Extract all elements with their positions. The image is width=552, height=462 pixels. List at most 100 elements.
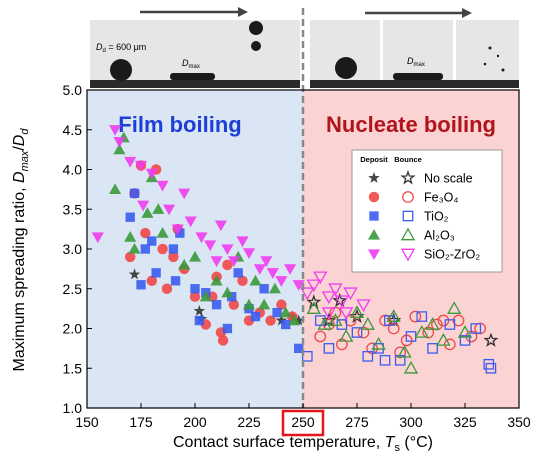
legend-marker bbox=[369, 211, 379, 221]
data-point bbox=[178, 188, 191, 200]
x-axis-label: Contact surface temperature, Ts (°C) bbox=[173, 434, 433, 454]
x-tick-label: 225 bbox=[237, 414, 261, 430]
data-point bbox=[272, 307, 282, 318]
data-point bbox=[360, 317, 375, 330]
data-point bbox=[403, 360, 419, 374]
data-point bbox=[344, 314, 357, 327]
y-tick-label: 5.0 bbox=[63, 82, 83, 98]
photo-label: Dmax bbox=[182, 58, 200, 70]
data-point bbox=[233, 268, 243, 278]
region-label: Nucleate boiling bbox=[326, 112, 496, 137]
x-tick-label: 275 bbox=[345, 414, 369, 430]
data-point bbox=[221, 244, 234, 256]
data-point bbox=[188, 250, 202, 262]
photo-strip: Dd = 600 μm Dmax Dmax bbox=[90, 7, 519, 88]
data-point bbox=[300, 287, 315, 301]
data-point bbox=[157, 243, 168, 255]
data-point bbox=[265, 315, 276, 326]
data-point bbox=[416, 311, 428, 322]
y-tick-label: 1.0 bbox=[63, 400, 83, 416]
data-point bbox=[145, 168, 158, 180]
data-point bbox=[427, 343, 438, 354]
data-point bbox=[351, 327, 363, 338]
droplet bbox=[170, 73, 215, 80]
data-point bbox=[128, 242, 141, 254]
arrow-head bbox=[238, 7, 248, 17]
y-tick-label: 3.5 bbox=[63, 201, 83, 217]
data-point bbox=[211, 299, 222, 310]
data-point bbox=[266, 268, 279, 279]
data-point bbox=[189, 291, 201, 302]
x-label-var: T bbox=[385, 434, 396, 451]
droplet bbox=[251, 41, 261, 51]
x-tick-label: 250 bbox=[291, 414, 315, 430]
data-point bbox=[306, 301, 321, 314]
legend-marker bbox=[368, 191, 380, 203]
data-point bbox=[113, 143, 126, 155]
data-point bbox=[152, 203, 165, 214]
legend-label: Fe₃O₄ bbox=[424, 191, 459, 205]
droplet bbox=[335, 57, 357, 79]
photo bbox=[456, 20, 519, 88]
droplet bbox=[393, 73, 443, 80]
data-point bbox=[339, 307, 354, 320]
data-point bbox=[275, 276, 288, 287]
data-point bbox=[314, 330, 327, 343]
x-label-text: Contact surface temperature, bbox=[173, 434, 385, 451]
particle bbox=[501, 68, 505, 72]
data-point bbox=[292, 314, 305, 326]
data-point bbox=[306, 279, 321, 293]
data-point bbox=[175, 228, 185, 238]
droplet bbox=[110, 59, 132, 81]
photo-label-var: D bbox=[182, 58, 189, 68]
data-point bbox=[129, 188, 140, 199]
data-point bbox=[336, 319, 348, 330]
data-point bbox=[397, 344, 412, 358]
data-point bbox=[124, 251, 136, 263]
data-point bbox=[134, 160, 148, 172]
y-label-slash: / bbox=[11, 146, 28, 151]
region-label: Film boiling bbox=[118, 112, 241, 137]
data-point bbox=[356, 299, 371, 313]
legend-header: Deposit bbox=[360, 155, 388, 164]
data-point bbox=[313, 271, 328, 285]
data-point bbox=[210, 256, 223, 267]
legend-label: No scale bbox=[424, 172, 473, 186]
y-tick-label: 1.5 bbox=[63, 360, 83, 376]
x-tick-label: 300 bbox=[399, 414, 423, 430]
photo-label-suffix: = 600 μm bbox=[106, 42, 146, 52]
legend-marker bbox=[368, 171, 380, 183]
data-point bbox=[437, 314, 450, 327]
droplet bbox=[249, 21, 263, 35]
data-point bbox=[425, 317, 440, 330]
data-point bbox=[371, 337, 386, 350]
data-point bbox=[444, 319, 456, 330]
data-point bbox=[483, 332, 499, 347]
data-point bbox=[301, 350, 313, 362]
y-tick-label: 3.0 bbox=[63, 241, 83, 257]
photo-label-sub: max bbox=[189, 64, 200, 70]
data-point bbox=[328, 283, 343, 297]
data-point bbox=[109, 183, 122, 195]
data-point bbox=[124, 156, 137, 168]
data-point bbox=[140, 244, 150, 254]
particle bbox=[496, 54, 500, 58]
legend-label: SiO₂-ZrO₂ bbox=[424, 248, 480, 262]
legend-marker bbox=[400, 170, 416, 185]
photo-surface bbox=[90, 80, 300, 88]
data-point bbox=[373, 343, 384, 354]
photo-label: Dmax bbox=[407, 56, 425, 68]
photo-label-var: D bbox=[407, 56, 414, 66]
data-point bbox=[436, 333, 451, 346]
data-point bbox=[171, 224, 184, 236]
data-point bbox=[250, 311, 261, 322]
x-tick-label: 200 bbox=[183, 414, 207, 430]
data-point bbox=[306, 294, 322, 309]
legend-marker bbox=[402, 210, 414, 222]
photo-label-var: D bbox=[96, 42, 103, 52]
data-point bbox=[222, 323, 233, 334]
data-point bbox=[156, 180, 169, 192]
data-point bbox=[147, 236, 157, 246]
particle bbox=[488, 46, 492, 50]
